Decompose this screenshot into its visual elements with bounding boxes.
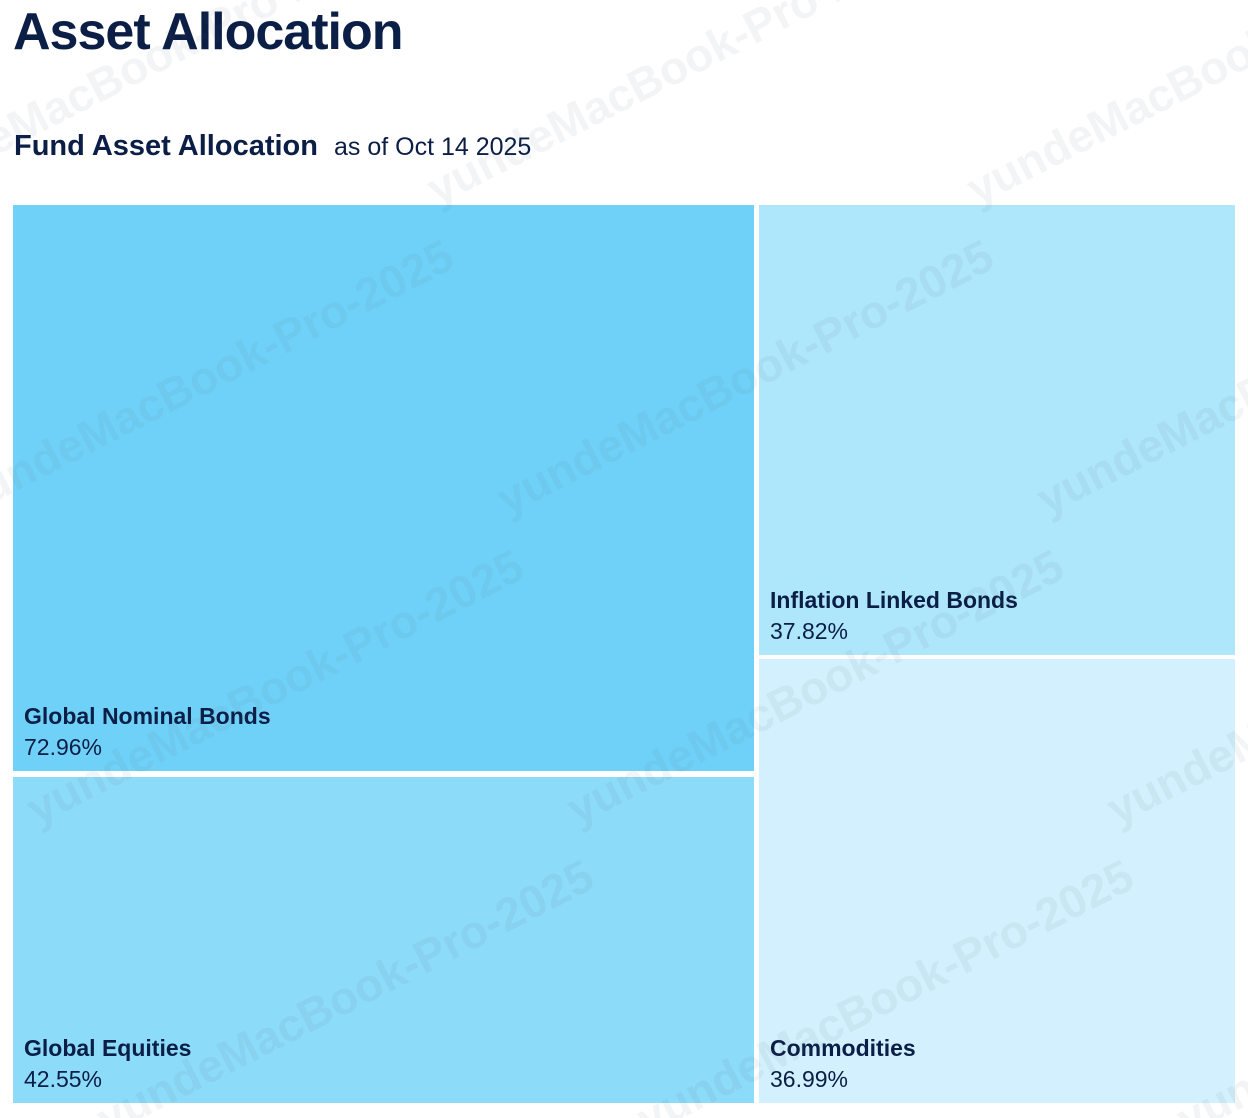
treemap-tile-global-equities[interactable]: Global Equities 42.55%	[13, 777, 754, 1103]
tile-value: 37.82%	[770, 618, 849, 644]
as-of-date: as of Oct 14 2025	[333, 133, 532, 161]
tile-name: Inflation Linked Bonds	[770, 587, 1018, 613]
watermark-text: yundeMacBook-Pro-2025	[958, 0, 1248, 215]
tile-name: Global Equities	[24, 1035, 192, 1061]
tile-value: 42.55%	[24, 1066, 103, 1092]
tile-label-block: Inflation Linked Bonds 37.82%	[770, 585, 1018, 647]
tile-name: Global Nominal Bonds	[24, 703, 271, 729]
treemap-tile-commodities[interactable]: Commodities 36.99%	[759, 659, 1235, 1103]
asset-allocation-treemap: Global Nominal Bonds 72.96% Global Equit…	[13, 205, 1235, 1103]
watermark-text: yundeMacBook-Pro-2025	[418, 0, 932, 215]
tile-label-block: Global Equities 42.55%	[24, 1033, 191, 1095]
treemap-tile-global-nominal-bonds[interactable]: Global Nominal Bonds 72.96%	[13, 205, 754, 771]
tile-name: Commodities	[770, 1035, 916, 1061]
page-title: Asset Allocation	[13, 3, 403, 61]
tile-label-block: Commodities 36.99%	[770, 1033, 916, 1095]
tile-value: 72.96%	[24, 734, 103, 760]
treemap-tile-inflation-linked-bonds[interactable]: Inflation Linked Bonds 37.82%	[759, 205, 1235, 655]
section-header: Fund Asset Allocation as of Oct 14 2025	[14, 130, 531, 163]
section-title: Fund Asset Allocation	[14, 130, 318, 162]
tile-label-block: Global Nominal Bonds 72.96%	[24, 701, 271, 763]
tile-value: 36.99%	[770, 1066, 849, 1092]
